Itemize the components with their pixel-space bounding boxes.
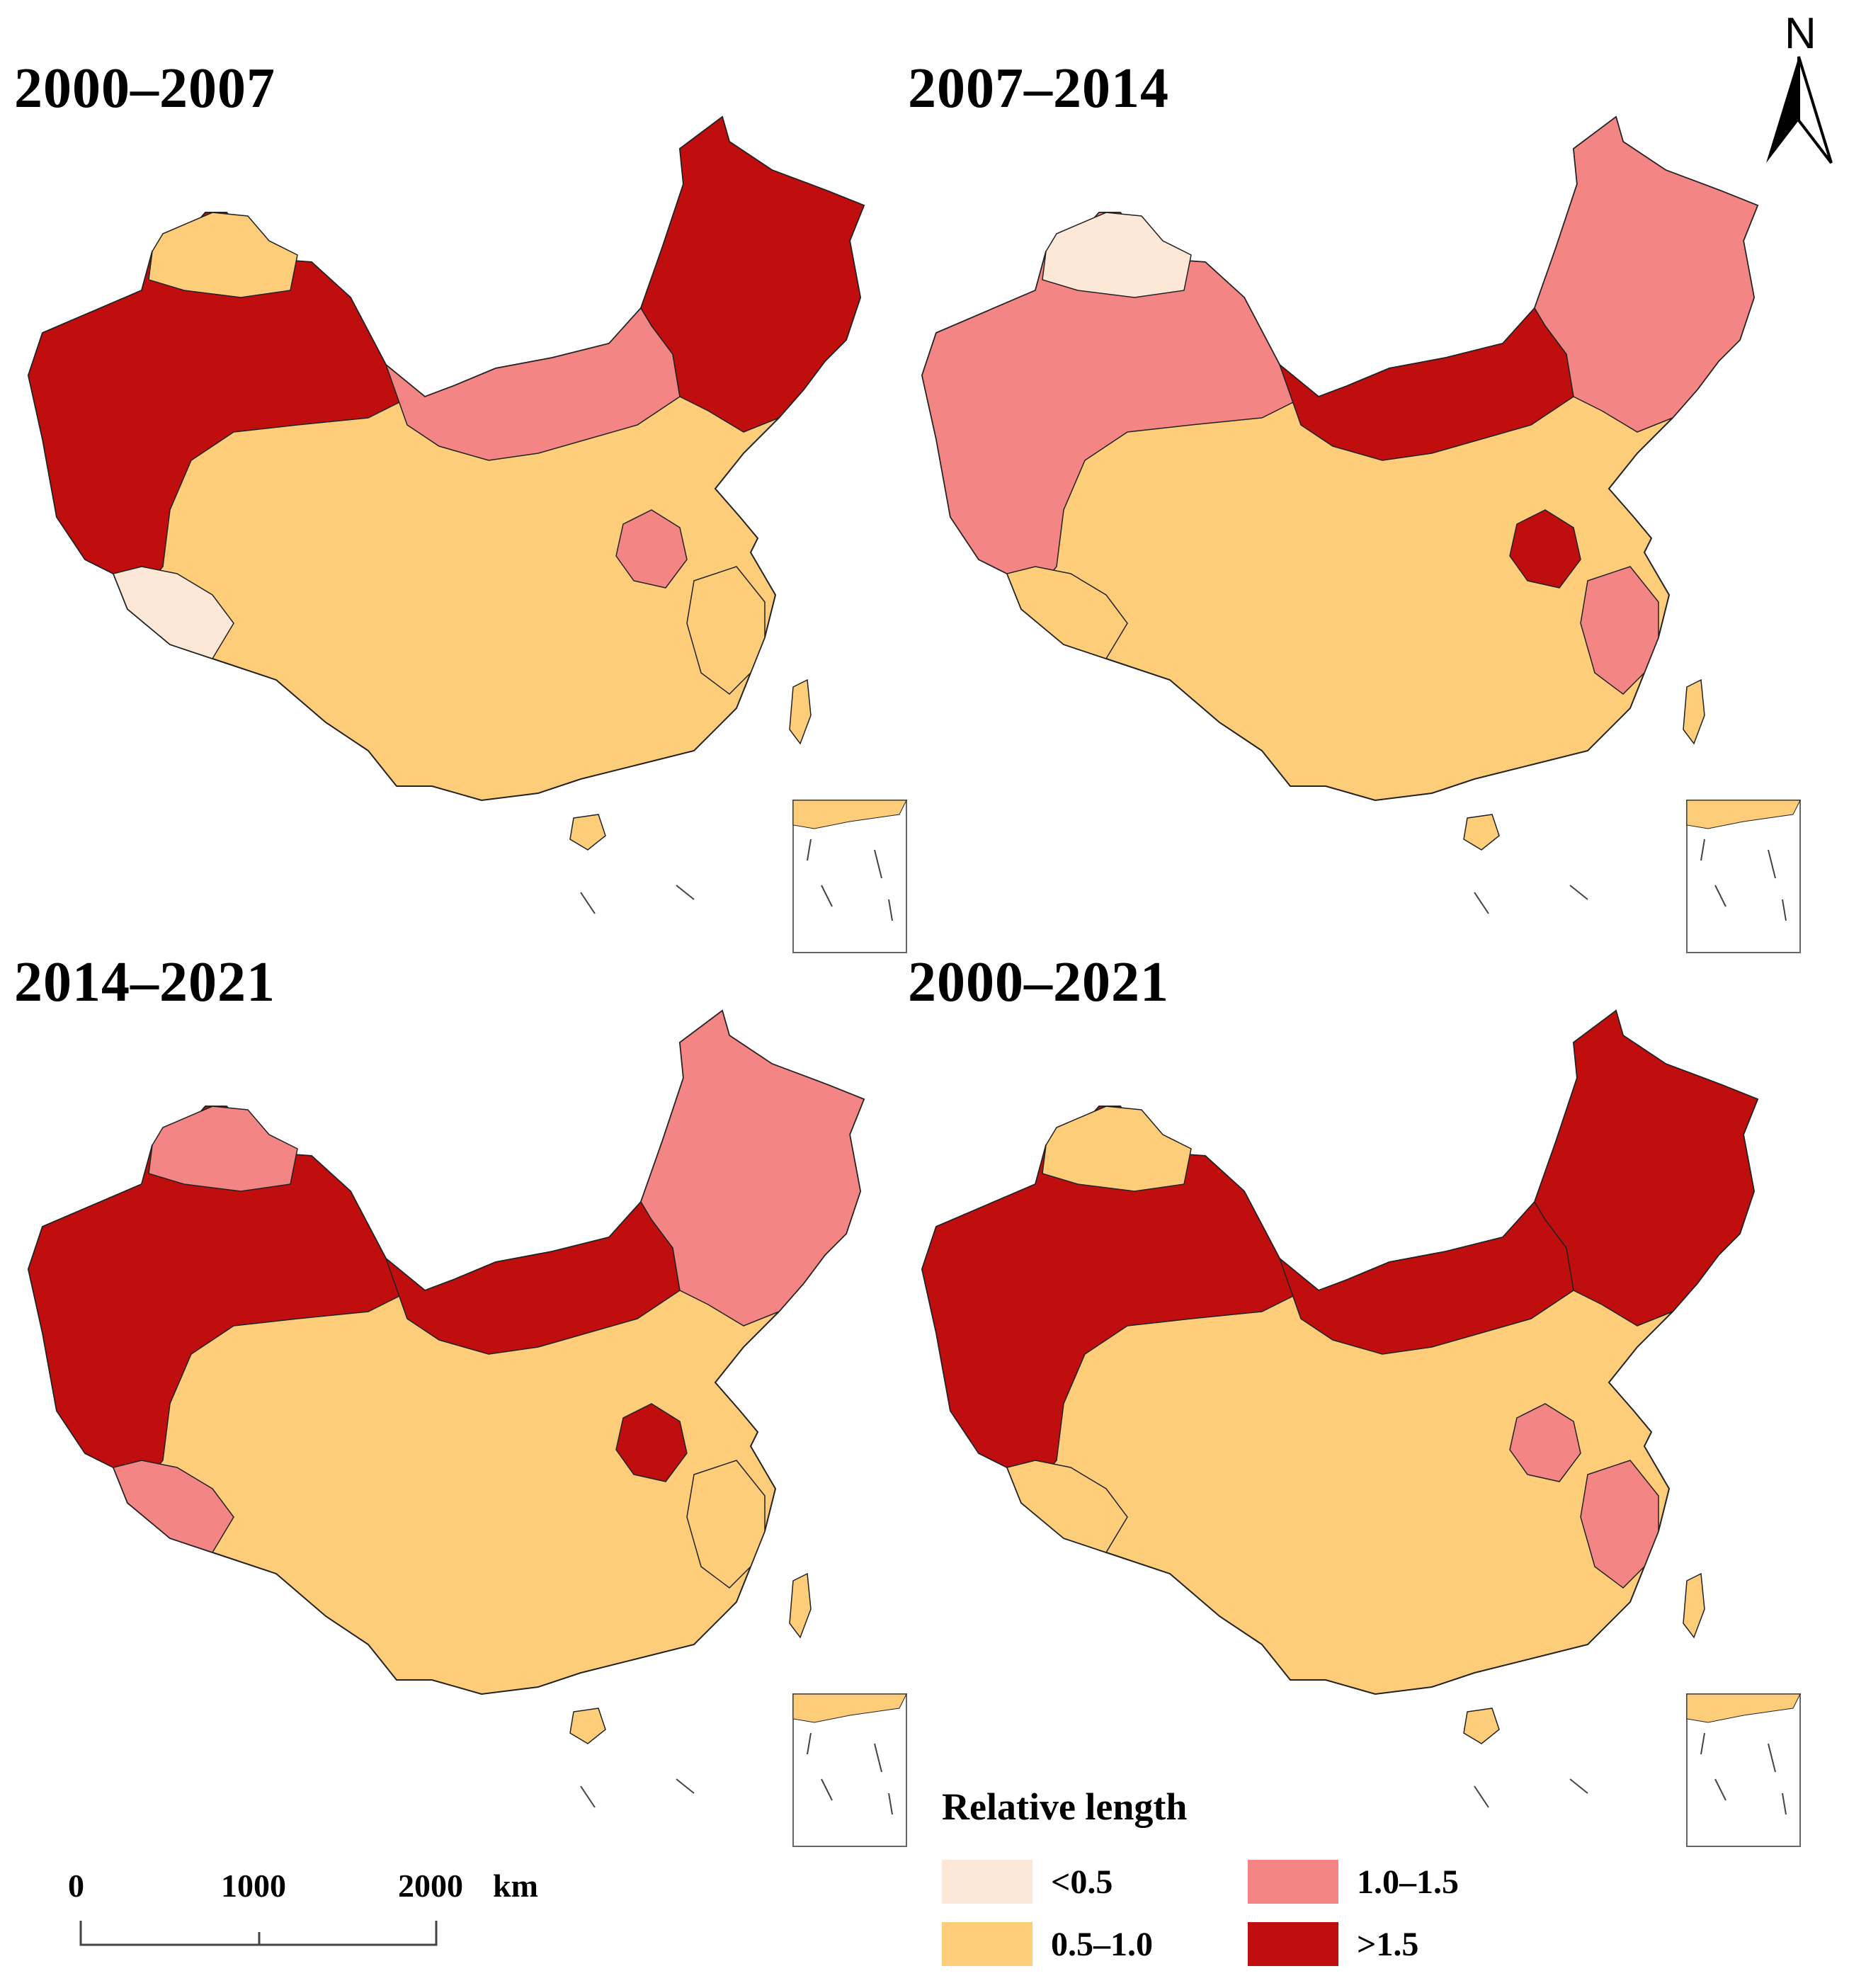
map-panel bbox=[921, 115, 1801, 953]
legend-label: 0.5–1.0 bbox=[1051, 1925, 1153, 1963]
scale-label-0: 0 bbox=[68, 1868, 84, 1904]
legend-item: >1.5 bbox=[1248, 1922, 1418, 1966]
region-northeast bbox=[1534, 115, 1758, 433]
region-northeast bbox=[1534, 1009, 1758, 1327]
inset-coast bbox=[1686, 800, 1801, 829]
scale-label-1000: 1000 bbox=[221, 1868, 286, 1904]
nine-dash-line bbox=[580, 839, 893, 921]
island-taiwan bbox=[1683, 678, 1705, 745]
region-northeast bbox=[640, 115, 865, 433]
inset-coast bbox=[792, 1693, 907, 1723]
region-hotspot bbox=[1509, 509, 1581, 589]
scale-unit-km: km bbox=[493, 1868, 538, 1904]
nine-dash-line bbox=[1474, 1732, 1787, 1815]
map-panel bbox=[921, 1009, 1801, 1847]
panel-title-2014-2021: 2014–2021 bbox=[14, 951, 275, 1013]
legend-swatch bbox=[1248, 1860, 1338, 1904]
north-arrow-icon bbox=[1766, 56, 1833, 164]
inset-coast bbox=[792, 800, 907, 829]
island-hainan bbox=[569, 814, 606, 851]
legend-title: Relative length bbox=[942, 1785, 1188, 1828]
nine-dash-line bbox=[580, 1732, 893, 1815]
region-farnorth bbox=[148, 212, 298, 298]
island-taiwan bbox=[789, 678, 812, 745]
region-southeast bbox=[1580, 1460, 1659, 1589]
inset-coast bbox=[1686, 1693, 1801, 1723]
region-hotspot bbox=[615, 509, 688, 589]
region-southeast bbox=[686, 566, 766, 695]
region-swtip bbox=[1006, 566, 1128, 659]
island-hainan bbox=[1463, 814, 1500, 851]
island-hainan bbox=[569, 1708, 606, 1744]
panel-title-2000-2007: 2000–2007 bbox=[14, 57, 275, 120]
map-panel bbox=[27, 115, 907, 953]
panel-title-2000-2021: 2000–2021 bbox=[908, 951, 1169, 1013]
region-southeast bbox=[1580, 566, 1659, 695]
nine-dash-line bbox=[1474, 839, 1787, 921]
region-hotspot bbox=[1509, 1403, 1581, 1482]
legend-label: >1.5 bbox=[1357, 1925, 1419, 1963]
region-southeast bbox=[686, 1460, 766, 1589]
legend-swatch bbox=[1248, 1922, 1338, 1966]
region-swtip bbox=[1006, 1460, 1128, 1553]
north-label: N bbox=[1785, 9, 1816, 58]
panel-title-2007-2014: 2007–2014 bbox=[908, 57, 1169, 120]
region-farnorth bbox=[1042, 1106, 1192, 1192]
legend-swatch bbox=[942, 1860, 1032, 1904]
region-northeast bbox=[640, 1009, 865, 1327]
region-hotspot bbox=[615, 1403, 688, 1482]
legend-label: 1.0–1.5 bbox=[1357, 1863, 1459, 1901]
region-farnorth bbox=[1042, 212, 1192, 298]
legend-label: <0.5 bbox=[1051, 1863, 1113, 1901]
region-farnorth bbox=[148, 1106, 298, 1192]
region-swtip bbox=[112, 566, 234, 659]
scale-label-2000: 2000 bbox=[398, 1868, 463, 1904]
island-taiwan bbox=[789, 1572, 812, 1639]
region-swtip bbox=[112, 1460, 234, 1553]
map-panel bbox=[27, 1009, 907, 1847]
island-hainan bbox=[1463, 1708, 1500, 1744]
scale-bar bbox=[79, 1921, 438, 1946]
legend-item: 1.0–1.5 bbox=[1248, 1860, 1459, 1904]
legend-item: 0.5–1.0 bbox=[942, 1922, 1153, 1966]
legend-swatch bbox=[942, 1922, 1032, 1966]
legend-item: <0.5 bbox=[942, 1860, 1113, 1904]
island-taiwan bbox=[1683, 1572, 1705, 1639]
